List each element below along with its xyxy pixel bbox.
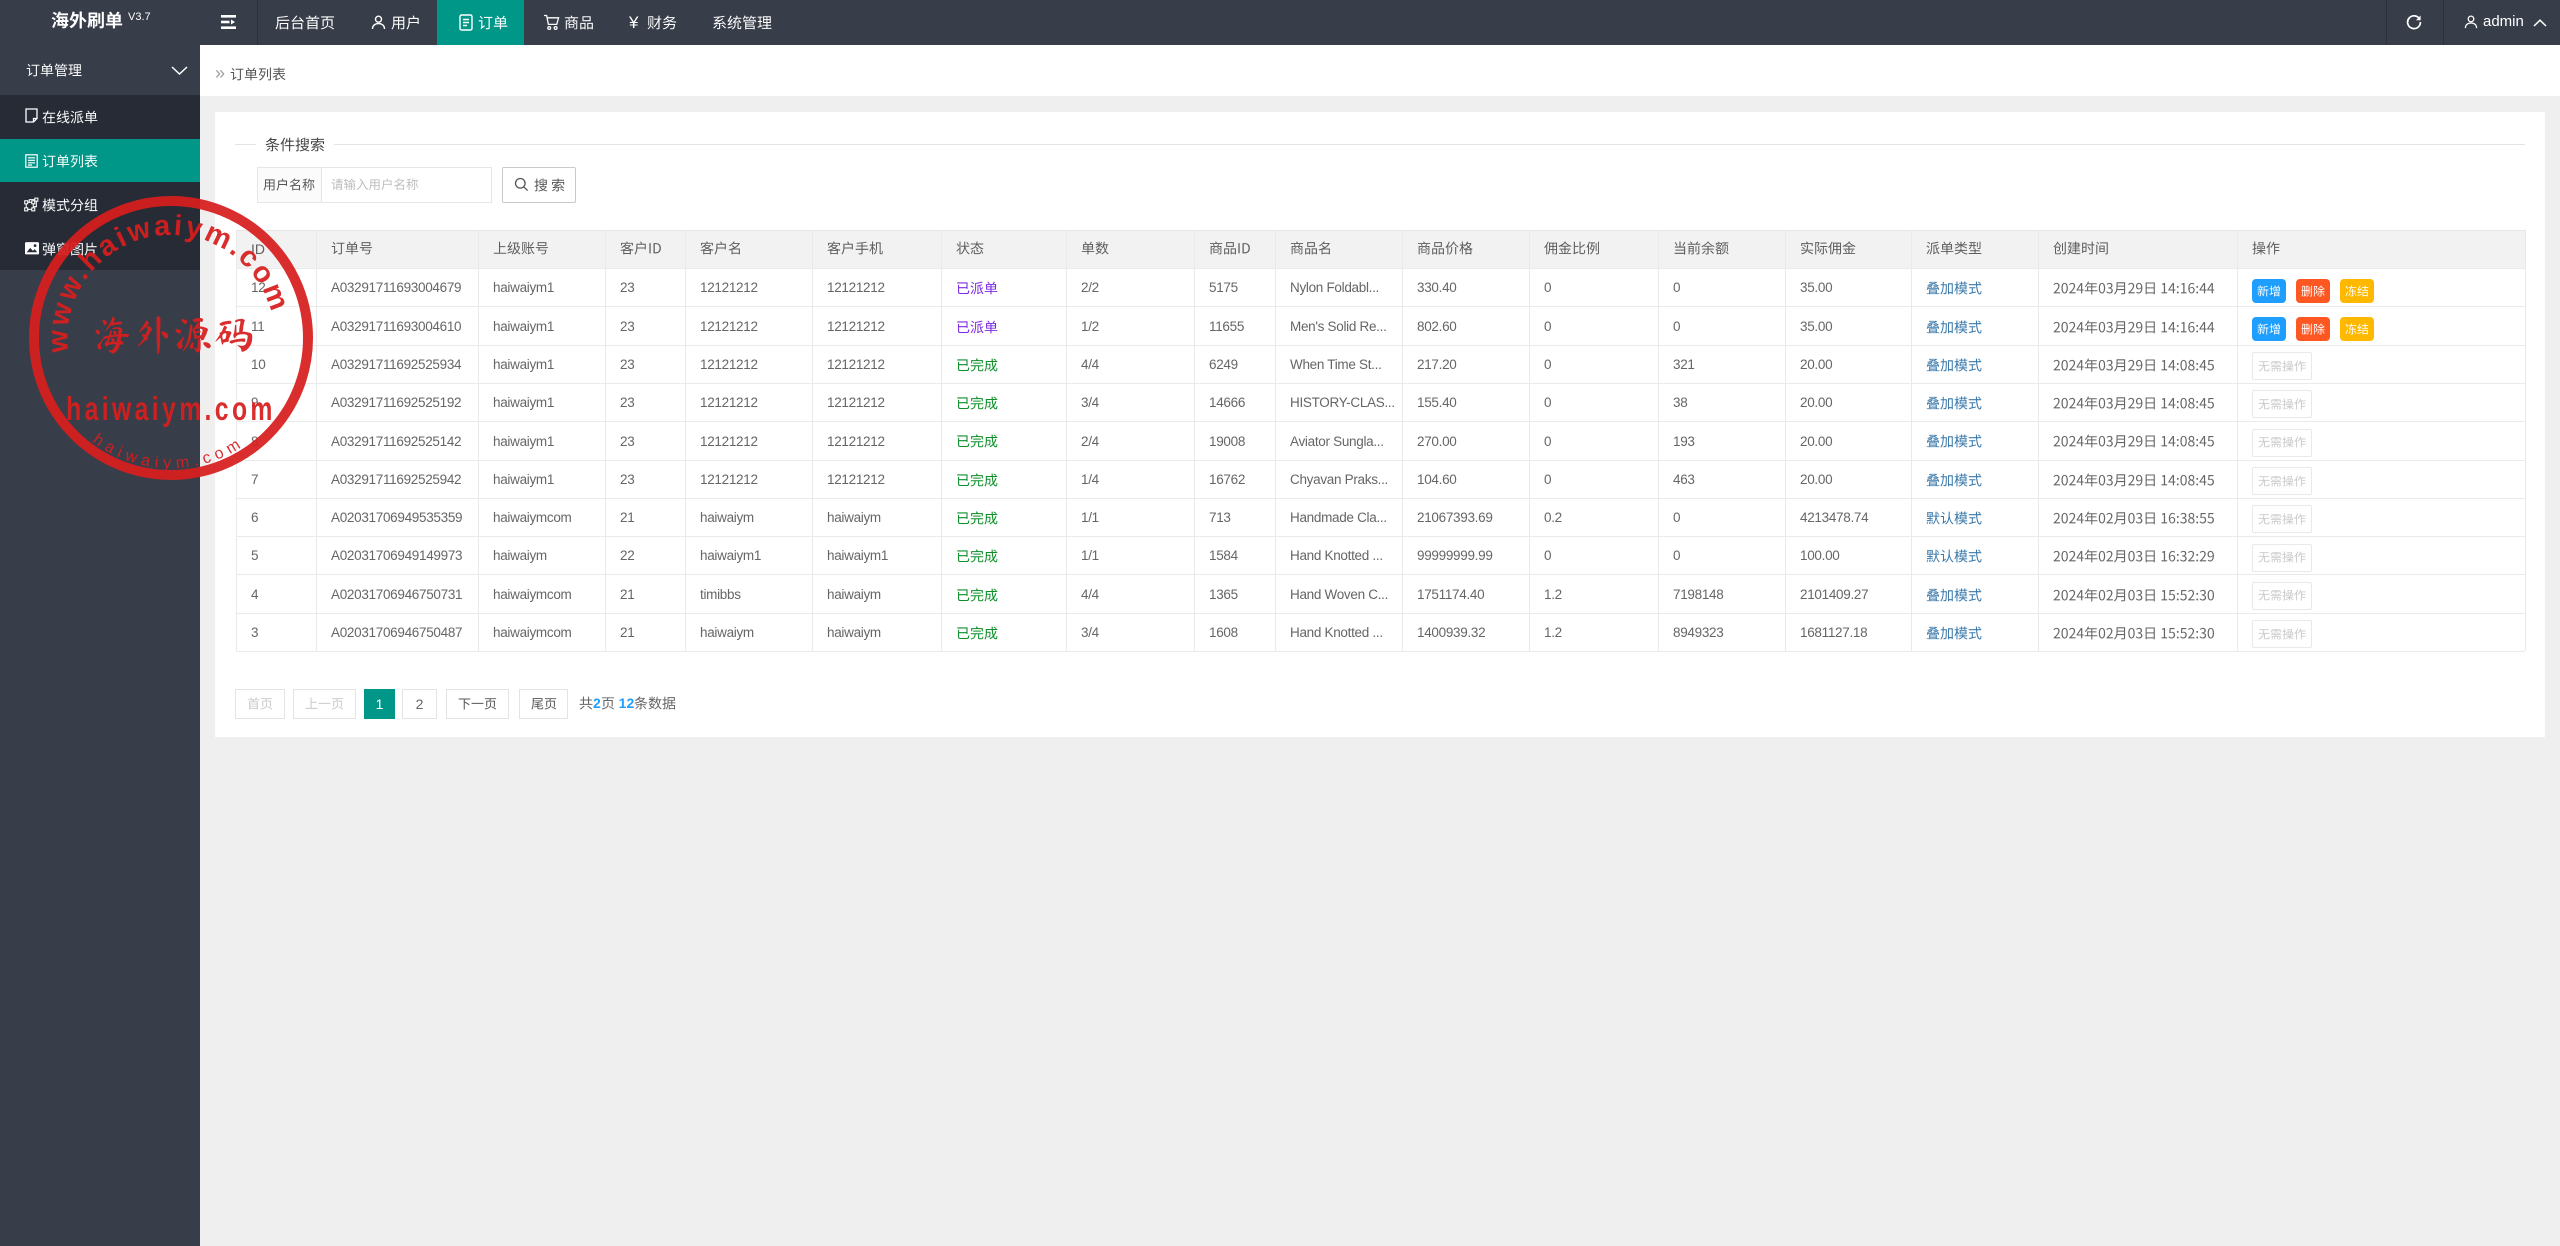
svg-text:haiwaiym.com: haiwaiym.com <box>66 392 276 428</box>
